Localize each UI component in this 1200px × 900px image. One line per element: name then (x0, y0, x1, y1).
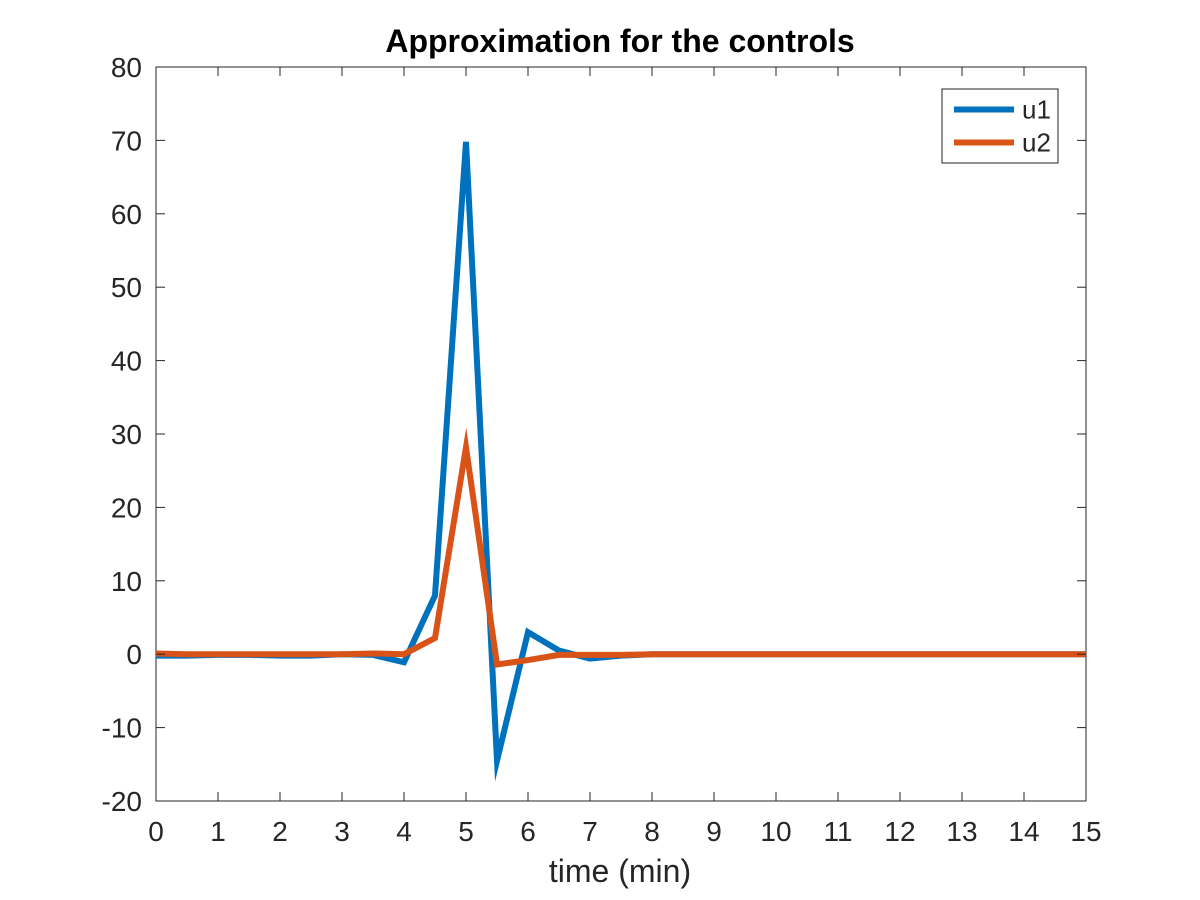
axes-box (155, 66, 1087, 802)
x-axis-label: time (min) (549, 853, 691, 889)
x-tick-label: 11 (823, 816, 852, 847)
chart-title: Approximation for the controls (385, 23, 854, 59)
x-tick-label: 10 (760, 816, 791, 847)
x-tick-label: 3 (334, 816, 350, 847)
y-tick-label: 80 (111, 52, 142, 83)
x-tick-label: 7 (582, 816, 598, 847)
y-tick-label: -20 (102, 786, 142, 817)
x-tick-label: 13 (946, 816, 977, 847)
series-layer (155, 141, 1086, 782)
x-tick-label: 2 (272, 816, 288, 847)
x-tick-label: 5 (458, 816, 474, 847)
y-tick-label: 30 (111, 419, 142, 450)
y-tick-label: 20 (111, 492, 142, 523)
y-tick-label: 10 (111, 566, 142, 597)
y-axis-ticks: -20 -10 0 10 20 30 40 50 60 70 80 (102, 52, 1086, 817)
x-tick-label: 6 (520, 816, 536, 847)
x-tick-label: 8 (644, 816, 660, 847)
x-tick-label: 9 (706, 816, 722, 847)
y-tick-label: 60 (111, 199, 142, 230)
x-tick-label: 1 (210, 816, 226, 847)
y-tick-label: 50 (111, 272, 142, 303)
series-line-u2 (155, 427, 1086, 668)
legend-label-u1: u1 (1022, 95, 1051, 125)
x-tick-label: 12 (884, 816, 915, 847)
x-tick-label: 14 (1008, 816, 1039, 847)
legend-label-u2: u2 (1022, 128, 1051, 158)
x-axis-ticks: 0 1 2 3 4 5 6 7 8 9 10 11 12 13 14 15 (148, 67, 1102, 847)
x-tick-label: 15 (1070, 816, 1101, 847)
legend-box (941, 88, 1059, 164)
plot-area: 0 1 2 3 4 5 6 7 8 9 10 11 12 13 14 15 -20-1001020304050… (102, 52, 1102, 847)
y-tick-label: 40 (111, 346, 142, 377)
y-tick-label: -10 (102, 713, 142, 744)
x-tick-label: 0 (148, 816, 164, 847)
x-tick-label: 4 (396, 816, 412, 847)
y-tick-label: 70 (111, 125, 142, 156)
y-tick-label: 0 (126, 639, 142, 670)
